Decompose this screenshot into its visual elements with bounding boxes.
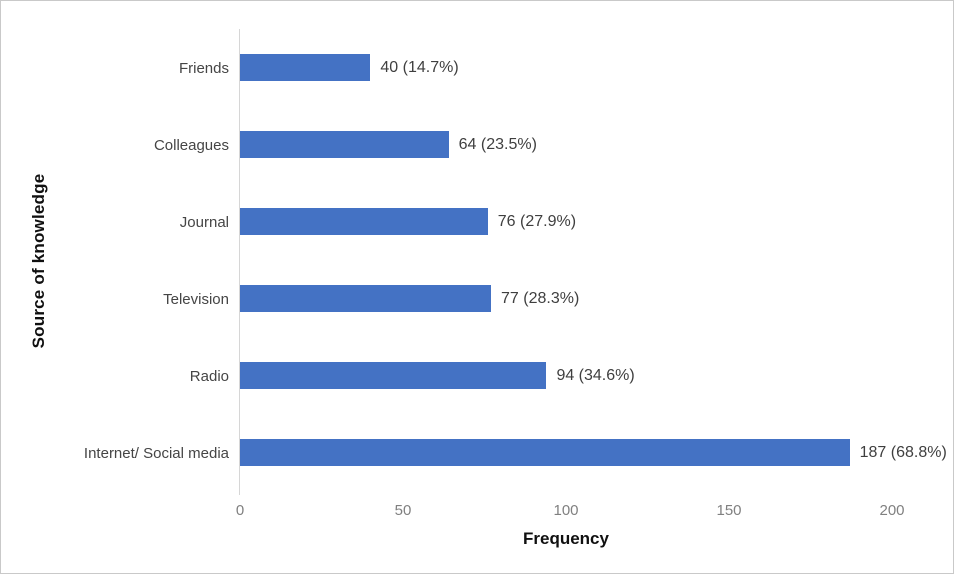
bar — [240, 208, 488, 235]
x-tick-label: 0 — [235, 502, 245, 519]
x-axis-title: Frequency — [523, 529, 609, 548]
category-label: Radio — [189, 367, 229, 385]
value-label: 40 (14.7%) — [380, 58, 459, 76]
y-axis-title: Source of knowledge — [29, 173, 48, 349]
bar — [240, 131, 449, 158]
value-label: 187 (68.8%) — [859, 443, 947, 461]
value-label: 77 (28.3%) — [501, 289, 580, 307]
value-label: 94 (34.6%) — [556, 366, 635, 384]
category-label: Journal — [179, 213, 229, 231]
bar — [240, 285, 492, 312]
x-tick-label: 100 — [553, 502, 579, 519]
x-tick-label: 50 — [394, 502, 412, 519]
category-label: Colleagues — [153, 136, 229, 154]
value-label: 64 (23.5%) — [458, 135, 537, 153]
x-tick-label: 150 — [716, 502, 742, 519]
bar — [240, 439, 850, 466]
y-axis-line — [239, 29, 240, 495]
category-label: Internet/ Social media — [83, 444, 229, 462]
bar — [240, 362, 547, 389]
value-label: 76 (27.9%) — [497, 212, 577, 230]
category-label: Television — [163, 290, 229, 308]
x-tick-label: 200 — [879, 502, 905, 519]
bar — [240, 54, 371, 81]
category-label: Friends — [178, 59, 229, 77]
